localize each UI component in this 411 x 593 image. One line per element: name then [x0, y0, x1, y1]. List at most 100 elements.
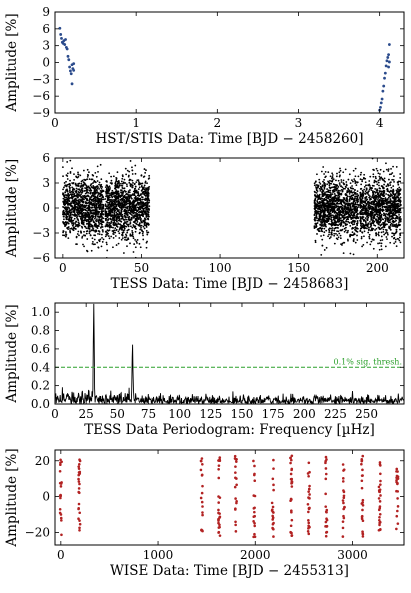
data-point: [345, 186, 347, 189]
data-point: [384, 64, 388, 68]
data-point: [352, 213, 355, 216]
data-point: [378, 214, 380, 217]
data-point: [381, 89, 385, 93]
data-point: [108, 210, 111, 213]
data-point: [341, 189, 344, 191]
data-point: [389, 193, 392, 195]
data-point: [355, 211, 358, 214]
data-point: [379, 168, 382, 171]
data-point: [370, 189, 373, 191]
data-point: [370, 215, 373, 218]
data-point: [66, 201, 69, 204]
data-point: [143, 224, 146, 226]
data-point: [388, 173, 391, 176]
data-point: [318, 181, 321, 184]
data-point: [78, 234, 80, 237]
data-point: [343, 227, 346, 230]
data-point: [136, 206, 139, 209]
data-point: [98, 230, 101, 233]
data-point: [357, 217, 360, 220]
data-point: [125, 183, 128, 186]
data-point: [136, 242, 138, 244]
data-point: [328, 222, 330, 225]
data-point: [100, 218, 102, 221]
data-point: [67, 206, 69, 209]
data-point: [338, 193, 341, 196]
data-point: [115, 225, 118, 228]
data-point: [70, 227, 73, 230]
data-point: [91, 182, 94, 184]
data-point: [365, 207, 368, 210]
data-point: [139, 193, 142, 196]
data-point: [346, 217, 349, 220]
data-point: [71, 224, 74, 227]
data-point: [129, 200, 132, 202]
data-point: [87, 222, 90, 225]
data-point: [386, 233, 389, 236]
data-point: [322, 166, 325, 168]
data-point: [68, 65, 72, 69]
data-point: [99, 216, 101, 219]
data-point: [318, 204, 320, 207]
data-point: [132, 212, 135, 215]
data-point: [384, 245, 387, 248]
data-point: [138, 206, 141, 209]
data-point: [117, 209, 120, 212]
data-point: [87, 185, 90, 188]
data-point: [319, 221, 322, 223]
data-point: [141, 201, 144, 204]
data-point: [351, 214, 354, 217]
data-point: [143, 175, 146, 178]
data-point: [146, 210, 149, 213]
data-point: [67, 198, 69, 200]
data-point: [364, 227, 367, 229]
data-point: [369, 195, 371, 198]
data-point: [363, 177, 365, 180]
data-point: [91, 216, 94, 219]
data-point: [374, 188, 377, 190]
data-point: [101, 203, 104, 206]
data-point: [379, 221, 382, 223]
data-point: [123, 187, 126, 190]
data-point: [68, 183, 71, 186]
data-point: [126, 185, 128, 188]
data-point: [125, 173, 128, 176]
data-point: [336, 224, 338, 226]
data-point: [341, 204, 344, 207]
data-point: [339, 234, 342, 237]
data-point: [134, 195, 137, 198]
data-point: [345, 194, 348, 197]
y-tick-label: 0: [42, 201, 50, 215]
data-point: [145, 230, 148, 232]
data-point: [67, 222, 70, 225]
data-point: [113, 224, 115, 227]
data-point: [74, 225, 77, 228]
data-point: [368, 235, 371, 238]
data-point: [98, 193, 101, 195]
plot-area-2: [61, 158, 402, 258]
data-point: [141, 221, 143, 224]
data-point: [141, 232, 144, 235]
data-point: [143, 220, 146, 223]
data-point: [364, 190, 367, 193]
data-point: [89, 197, 91, 200]
data-point: [121, 217, 124, 220]
data-point: [108, 185, 111, 188]
data-point: [86, 211, 89, 214]
data-point: [69, 216, 72, 219]
data-point: [132, 215, 134, 218]
data-point: [92, 185, 95, 187]
data-point: [89, 211, 92, 214]
data-point: [110, 179, 113, 182]
data-point: [367, 210, 370, 212]
data-point: [364, 184, 367, 187]
data-point: [97, 201, 100, 204]
data-point: [325, 246, 328, 249]
data-point: [322, 225, 325, 227]
data-point: [383, 183, 385, 186]
data-point: [313, 190, 316, 193]
data-point: [124, 206, 127, 209]
data-point: [107, 219, 109, 222]
data-point: [369, 220, 371, 223]
data-point: [131, 233, 134, 236]
